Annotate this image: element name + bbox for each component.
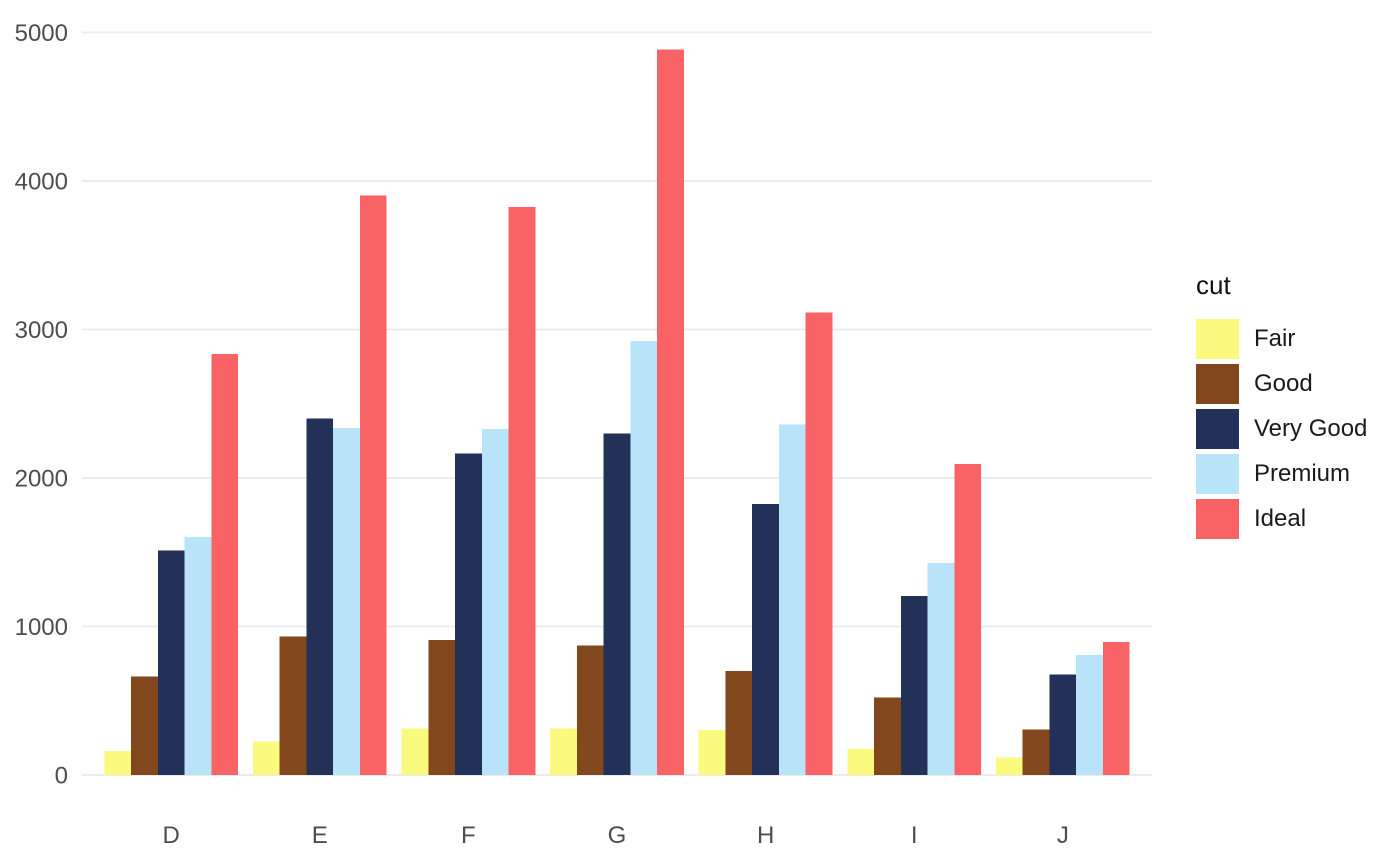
legend-label: Premium <box>1254 460 1351 488</box>
x-tick-label-D: D <box>162 822 179 849</box>
bar-D-ideal <box>211 354 239 775</box>
bar-F-premium <box>481 428 509 775</box>
bar-E-premium <box>333 427 360 775</box>
legend-item-ideal: Ideal <box>1196 499 1367 540</box>
legend-item-premium: Premium <box>1196 454 1367 495</box>
y-tick-label-5000: 5000 <box>15 20 68 47</box>
bar-G-very-good <box>603 433 631 775</box>
bar-H-ideal <box>805 312 833 775</box>
bar-J-fair <box>995 757 1023 775</box>
bar-E-good <box>279 636 307 775</box>
bar-G-fair <box>550 728 577 775</box>
legend-label: Ideal <box>1254 505 1307 533</box>
x-tick-label-H: H <box>757 822 774 849</box>
legend-item-very-good: Very Good <box>1196 409 1368 450</box>
bar-I-good <box>874 697 901 775</box>
bar-H-fair <box>698 730 726 775</box>
bar-E-ideal <box>359 195 387 775</box>
legend-label: Good <box>1254 370 1313 398</box>
bar-G-ideal <box>657 49 684 776</box>
legend-item-good: Good <box>1196 364 1367 405</box>
bar-F-very-good <box>455 453 482 775</box>
bar-J-very-good <box>1049 674 1077 775</box>
bar-I-premium <box>927 562 955 775</box>
x-tick-label-J: J <box>1057 822 1069 849</box>
legend: cut Fair Good Very Good Premium Ideal <box>1196 270 1367 544</box>
bar-G-premium <box>630 340 658 775</box>
legend-label: Very Good <box>1254 415 1368 443</box>
legend-swatch-fair <box>1196 319 1239 360</box>
bar-D-very-good <box>157 550 185 775</box>
legend-title: cut <box>1196 270 1231 300</box>
bar-I-ideal <box>954 464 982 775</box>
bar-D-premium <box>184 536 212 775</box>
bar-I-fair <box>847 749 875 775</box>
legend-swatch-very-good <box>1196 409 1239 450</box>
bar-D-fair <box>104 750 132 775</box>
bar-H-good <box>725 670 753 775</box>
bar-F-good <box>428 640 456 775</box>
x-tick-label-F: F <box>461 822 476 849</box>
y-tick-label-3000: 3000 <box>15 317 68 344</box>
legend-swatch-ideal <box>1196 499 1239 540</box>
y-tick-label-0: 0 <box>55 763 68 790</box>
legend-swatch-good <box>1196 364 1239 405</box>
bar-D-good <box>131 676 158 775</box>
bar-J-ideal <box>1102 641 1130 775</box>
bar-J-premium <box>1076 655 1103 775</box>
legend-swatch-premium <box>1196 454 1239 495</box>
bar-E-fair <box>252 741 280 775</box>
bar-E-very-good <box>306 418 334 775</box>
bar-H-premium <box>778 424 806 775</box>
y-tick-label-2000: 2000 <box>15 466 68 493</box>
y-tick-label-4000: 4000 <box>15 169 68 196</box>
legend-items: Fair Good Very Good Premium Ideal <box>1196 319 1368 540</box>
x-tick-label-G: G <box>608 822 627 849</box>
y-tick-label-1000: 1000 <box>15 614 68 641</box>
bar-G-good <box>576 645 604 775</box>
legend-label: Fair <box>1254 325 1296 353</box>
bar-H-very-good <box>752 504 779 775</box>
bar-F-fair <box>401 728 429 775</box>
bar-F-ideal <box>508 206 536 776</box>
bar-J-good <box>1022 729 1050 775</box>
legend-item-fair: Fair <box>1196 319 1367 360</box>
x-tick-label-I: I <box>911 822 918 849</box>
x-tick-label-E: E <box>312 822 328 849</box>
bar-I-very-good <box>900 596 928 775</box>
